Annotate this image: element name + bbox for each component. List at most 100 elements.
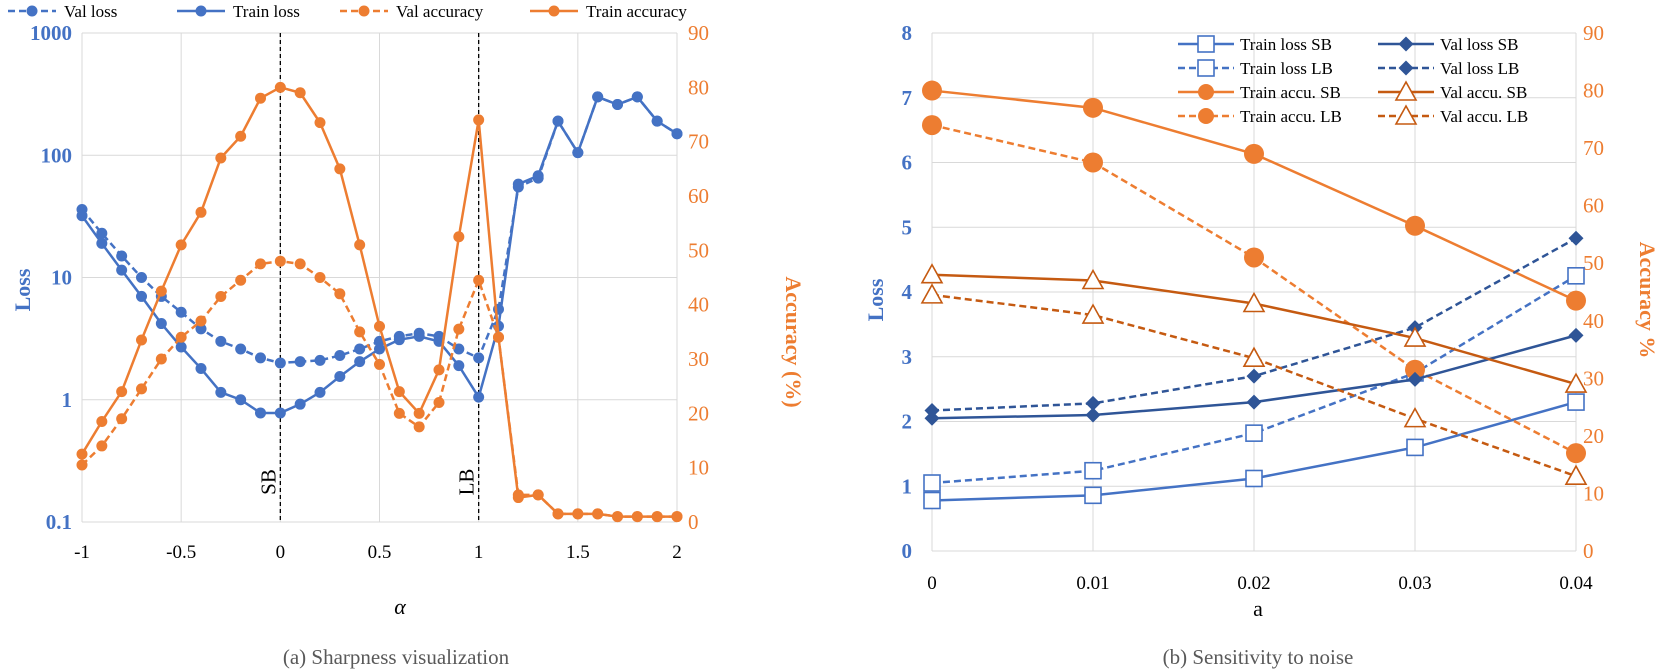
point-train-accuracy <box>413 407 425 419</box>
point-val-loss <box>274 357 286 369</box>
chart-a-left-tick: 1 <box>62 388 73 412</box>
chart-b-left-tick: 4 <box>902 280 913 304</box>
legend-label-val-loss-lb: Val loss LB <box>1440 59 1519 78</box>
point-val-loss <box>354 343 366 355</box>
legend-marker-train-accu-sb <box>1198 84 1214 100</box>
chart-a-right-tick: 90 <box>688 21 709 45</box>
chart-a-x-tick: -1 <box>74 542 90 563</box>
chart-a-right-ticks: 0 10 20 30 40 50 60 70 80 90 <box>688 21 709 534</box>
point-train-accuracy <box>631 511 643 523</box>
point-val-loss <box>116 250 128 262</box>
point-val-loss-lb <box>1246 368 1262 384</box>
chart-b-right-tick: 0 <box>1583 539 1594 563</box>
legend-label-train-loss-sb: Train loss SB <box>1240 35 1332 54</box>
point-val-accuracy <box>314 272 326 283</box>
chart-b-left-tick: 6 <box>902 151 913 175</box>
chart-a-right-tick: 60 <box>688 184 709 208</box>
point-train-loss <box>215 386 227 398</box>
chart-a-left-tick: 1000 <box>30 21 72 45</box>
chart-a-x-tick: 1 <box>474 542 484 563</box>
point-train-loss-lb <box>1245 424 1263 442</box>
chart-a-grid <box>81 32 678 523</box>
point-train-accuracy <box>354 239 366 251</box>
point-train-loss <box>631 91 643 103</box>
point-val-loss <box>473 352 485 364</box>
point-train-loss <box>552 115 564 127</box>
point-train-loss <box>195 363 207 375</box>
chart-b-caption: (b) Sensitivity to noise <box>1163 645 1354 669</box>
chart-a-series <box>76 81 683 523</box>
point-val-accuracy <box>136 383 147 395</box>
chart-a-x-tick: 0 <box>276 542 286 563</box>
point-val-accuracy <box>76 459 88 471</box>
point-train-loss-sb <box>923 491 941 510</box>
point-train-accuracy <box>651 511 663 523</box>
point-val-loss-sb <box>1568 327 1584 343</box>
point-train-accuracy <box>572 508 584 520</box>
point-val-loss <box>215 335 227 347</box>
point-val-loss-sb <box>1085 407 1101 423</box>
chart-a-right-tick: 10 <box>688 456 709 480</box>
chart-b-right-tick: 30 <box>1583 366 1604 390</box>
chart-b-left-tick: 1 <box>902 474 913 498</box>
chart-a-right-tick: 50 <box>688 238 709 262</box>
point-val-accuracy <box>155 353 167 365</box>
chart-a-left-tick: 0.1 <box>46 510 72 534</box>
point-train-loss <box>354 356 366 368</box>
point-train-accuracy <box>552 508 564 520</box>
point-val-accu-lb <box>1081 303 1105 324</box>
chart-a-left-label: Loss <box>10 268 35 311</box>
chart-b-noise: 0 0.01 0.02 0.03 0.04 0 1 2 3 4 5 6 7 8 0 10 20 30 40 50 6… <box>863 21 1660 669</box>
point-train-accuracy <box>175 239 187 251</box>
chart-b-x-label: a <box>1253 596 1263 621</box>
point-train-loss <box>76 210 88 222</box>
legend-label-train-loss: Train loss <box>233 2 300 21</box>
point-train-loss <box>512 178 524 190</box>
point-train-loss <box>175 341 187 353</box>
point-train-accuracy <box>215 152 227 164</box>
point-val-accuracy <box>413 421 425 433</box>
point-val-loss <box>136 272 147 283</box>
point-val-accu-lb <box>1564 464 1588 485</box>
legend-label-val-accu-lb: Val accu. LB <box>1440 107 1528 126</box>
chart-b-right-tick: 60 <box>1583 194 1604 218</box>
point-val-loss <box>175 306 187 318</box>
point-train-accuracy <box>512 492 524 504</box>
point-train-loss <box>572 147 584 159</box>
point-val-loss-sb <box>924 410 940 426</box>
legend-label-val-loss: Val loss <box>64 2 117 21</box>
chart-b-left-tick: 0 <box>902 539 913 563</box>
point-val-accuracy <box>255 258 266 270</box>
chart-b-left-tick: 2 <box>902 410 913 434</box>
point-train-loss <box>453 360 465 372</box>
point-train-accuracy <box>314 117 326 129</box>
point-val-accuracy <box>354 326 366 338</box>
point-val-accu-sb <box>1403 326 1427 347</box>
point-train-loss <box>235 394 247 406</box>
point-val-accuracy <box>274 255 286 267</box>
point-train-loss <box>413 330 425 342</box>
legend-label-val-loss-sb: Val loss SB <box>1440 35 1518 54</box>
point-train-accuracy <box>294 87 306 99</box>
point-train-loss <box>334 370 346 382</box>
legend-marker-val-accuracy <box>358 5 370 17</box>
point-train-accuracy <box>393 386 405 398</box>
chart-b-left-tick: 8 <box>902 21 913 45</box>
point-train-accu-sb <box>1405 215 1425 236</box>
point-val-loss-lb <box>924 402 940 418</box>
point-train-loss <box>671 128 683 140</box>
point-train-accuracy <box>493 331 504 343</box>
legend-marker-val-loss-sb <box>1398 36 1414 52</box>
chart-b-right-label: Accuracy % <box>1635 242 1660 359</box>
point-val-accuracy <box>453 323 465 335</box>
chart-a-marker-label-lb: LB <box>455 469 479 496</box>
chart-a-left-tick: 10 <box>51 266 72 290</box>
point-train-loss <box>294 398 306 410</box>
point-val-accuracy <box>433 396 445 408</box>
chart-b-right-tick: 20 <box>1583 424 1604 448</box>
point-train-accuracy <box>433 364 445 376</box>
point-train-accuracy <box>473 114 485 126</box>
point-train-loss <box>255 407 266 419</box>
point-train-accuracy <box>671 511 683 523</box>
legend-label-train-loss-lb: Train loss LB <box>1240 59 1333 78</box>
